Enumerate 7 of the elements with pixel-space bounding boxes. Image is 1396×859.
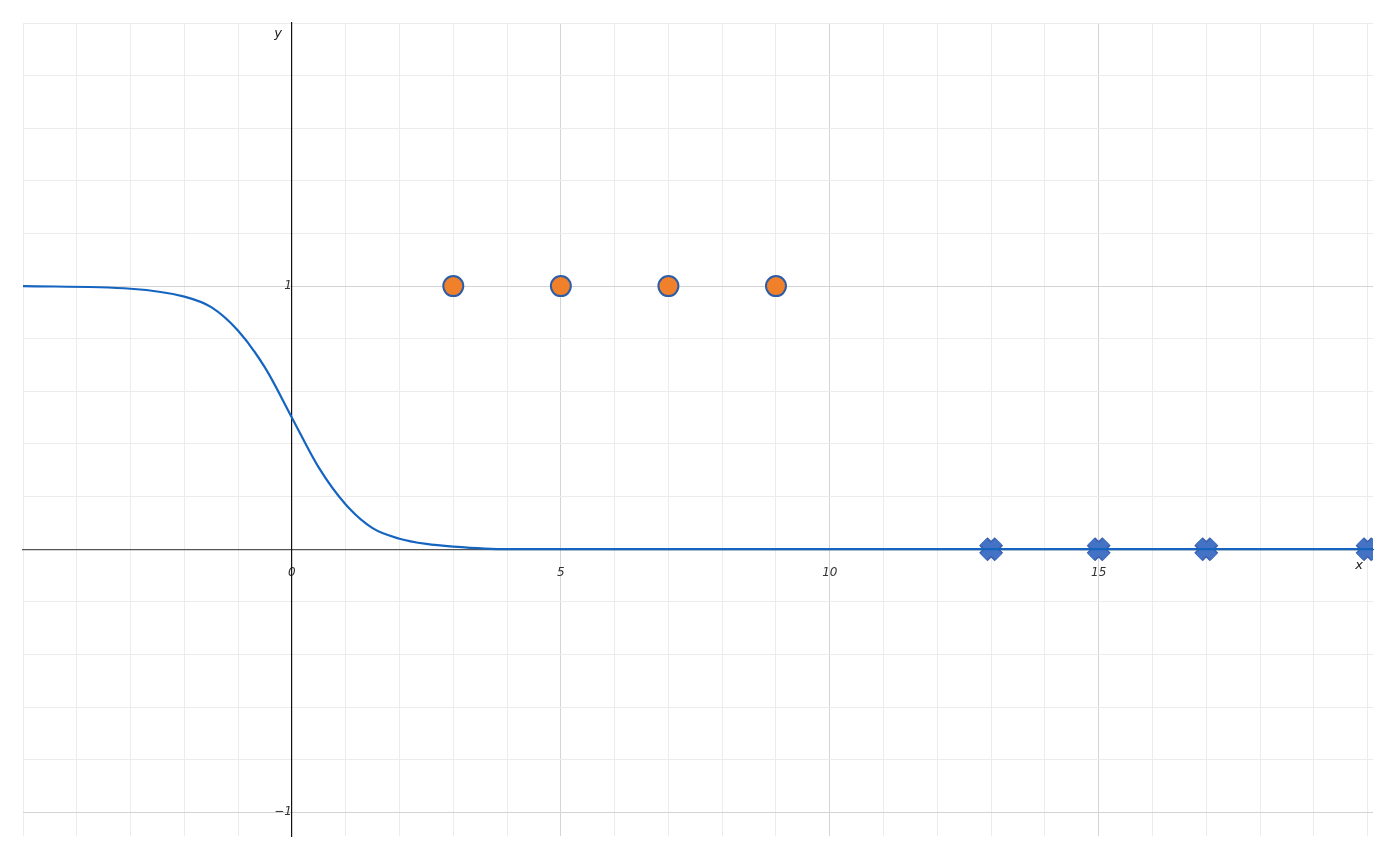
y-tick-label: 1 <box>284 278 292 293</box>
x-tick-label: 5 <box>557 564 565 579</box>
x-tick-label: 10 <box>822 564 838 579</box>
y-axis-title: y <box>273 24 283 40</box>
x-tick-label: 15 <box>1091 564 1107 579</box>
x-axis-title: x <box>1354 557 1364 573</box>
y-tick-label: −1 <box>274 804 292 819</box>
